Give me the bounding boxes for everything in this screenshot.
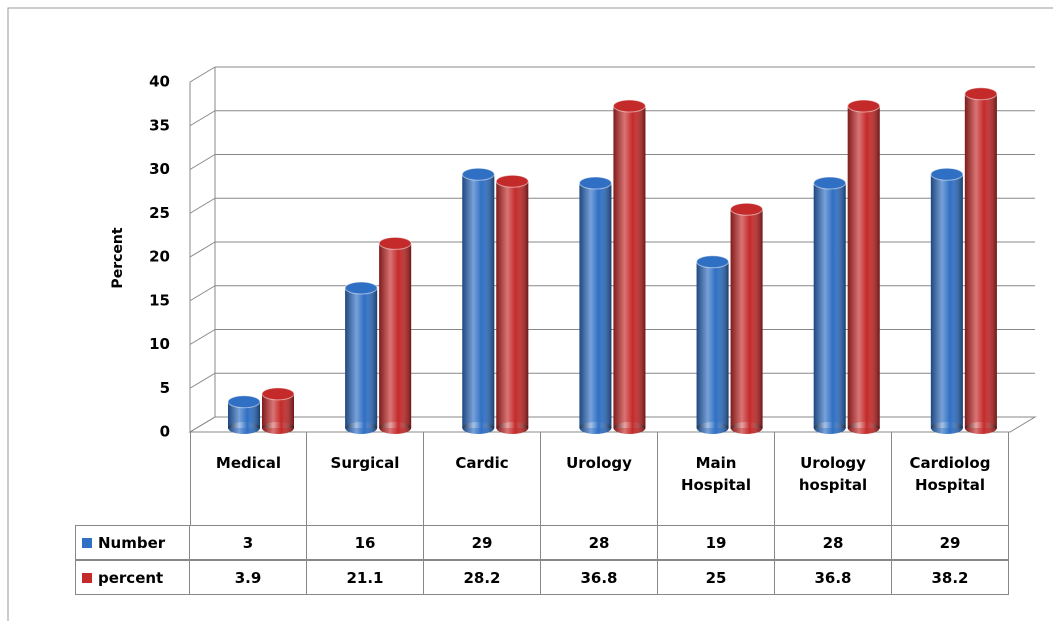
legend-swatch [82,572,92,583]
table-value: 28 [775,525,892,560]
bar-cap [261,387,295,401]
legend-entry: percent [75,560,190,595]
table-value: 28 [541,525,658,560]
table-value: 29 [892,525,1009,560]
bar-shading [930,174,963,428]
table-value: 25 [658,560,775,595]
category-label: Urology hospital [775,432,892,525]
legend-label: Number [98,533,166,552]
grid-line-side [189,416,216,433]
y-tick-label: 30 [149,160,170,178]
bar-shading [613,106,646,428]
legend-swatch [82,537,92,548]
grid-line-side [189,372,216,389]
bar-base-shade [613,422,646,434]
bar-shading [579,183,612,428]
bar-shading [847,106,880,428]
y-tick-label: 40 [149,73,170,91]
bar-base-shade [462,422,495,434]
bar-cap [730,202,764,216]
table-value: 36.8 [541,560,658,595]
bar-cap [344,281,378,295]
bar-cap [930,167,964,181]
category-label: Medical [190,432,307,525]
bar-cap [495,174,529,188]
bar-shading [730,209,763,428]
bar-shading [964,93,997,428]
y-tick-label: 0 [160,423,170,441]
y-tick-label: 25 [149,204,170,222]
legend-label: percent [98,568,164,587]
bar-base-shade [696,422,729,434]
table-value: 3.9 [190,560,307,595]
y-tick-label: 20 [149,248,170,266]
grid-line-side [189,110,216,127]
category-label: Main Hospital [658,432,775,525]
table-value: 38.2 [892,560,1009,595]
bar-base-shade [847,422,880,434]
bar-cap [227,395,261,409]
grid-line-side [189,154,216,170]
bar-base-shade [228,422,260,434]
table-value: 28.2 [424,560,541,595]
table-value: 19 [658,525,775,560]
bar-shading [813,183,846,428]
table-value: 16 [307,525,424,560]
category-label: Surgical [307,432,424,525]
bar-shading [379,243,412,428]
legend-entry: Number [75,525,190,560]
grid-line-side [189,197,216,214]
bar-base-shade [964,422,997,434]
bar-cap [612,99,646,113]
table-value: 36.8 [775,560,892,595]
y-tick-label: 15 [149,291,170,309]
frame [7,7,1053,621]
table-value: 3 [190,525,307,560]
blank-cell [75,432,190,525]
bar-cap [696,255,730,269]
bar-shading [462,174,495,428]
bar-cap [847,99,881,113]
bar-base-shade [262,422,294,434]
category-label: Cardic [424,432,541,525]
bar-cap [461,167,495,181]
y-axis-label: Percent [110,227,126,288]
category-label: Cardiolog Hospital [892,432,1009,525]
bar-base-shade [496,422,529,434]
y-tick-label: 5 [160,379,170,397]
y-tick-label: 10 [149,335,170,353]
table-value: 21.1 [307,560,424,595]
grid-line-side [189,241,216,258]
bar-cap [813,176,847,190]
table-value: 29 [424,525,541,560]
bar-shading [696,261,729,428]
grid-line-side [189,66,216,83]
bar-base-shade [345,422,378,434]
bar-cap [964,87,998,101]
grid-line-side [189,329,216,345]
category-label: Urology [541,432,658,525]
y-tick-label: 35 [149,116,170,134]
bar-base-shade [379,422,412,434]
data-table: Medical Surgical Cardic Urology Main Hospita… [75,432,1009,595]
floor [188,416,1037,433]
bar-shading [496,181,529,428]
bar-shading [345,288,378,428]
bar-cap [578,176,612,190]
bar-base-shade [579,422,612,434]
bar-base-shade [730,422,763,434]
bar-cap [378,236,412,250]
grid-line-side [189,285,216,302]
bar-base-shade [930,422,963,434]
bar-base-shade [813,422,846,434]
